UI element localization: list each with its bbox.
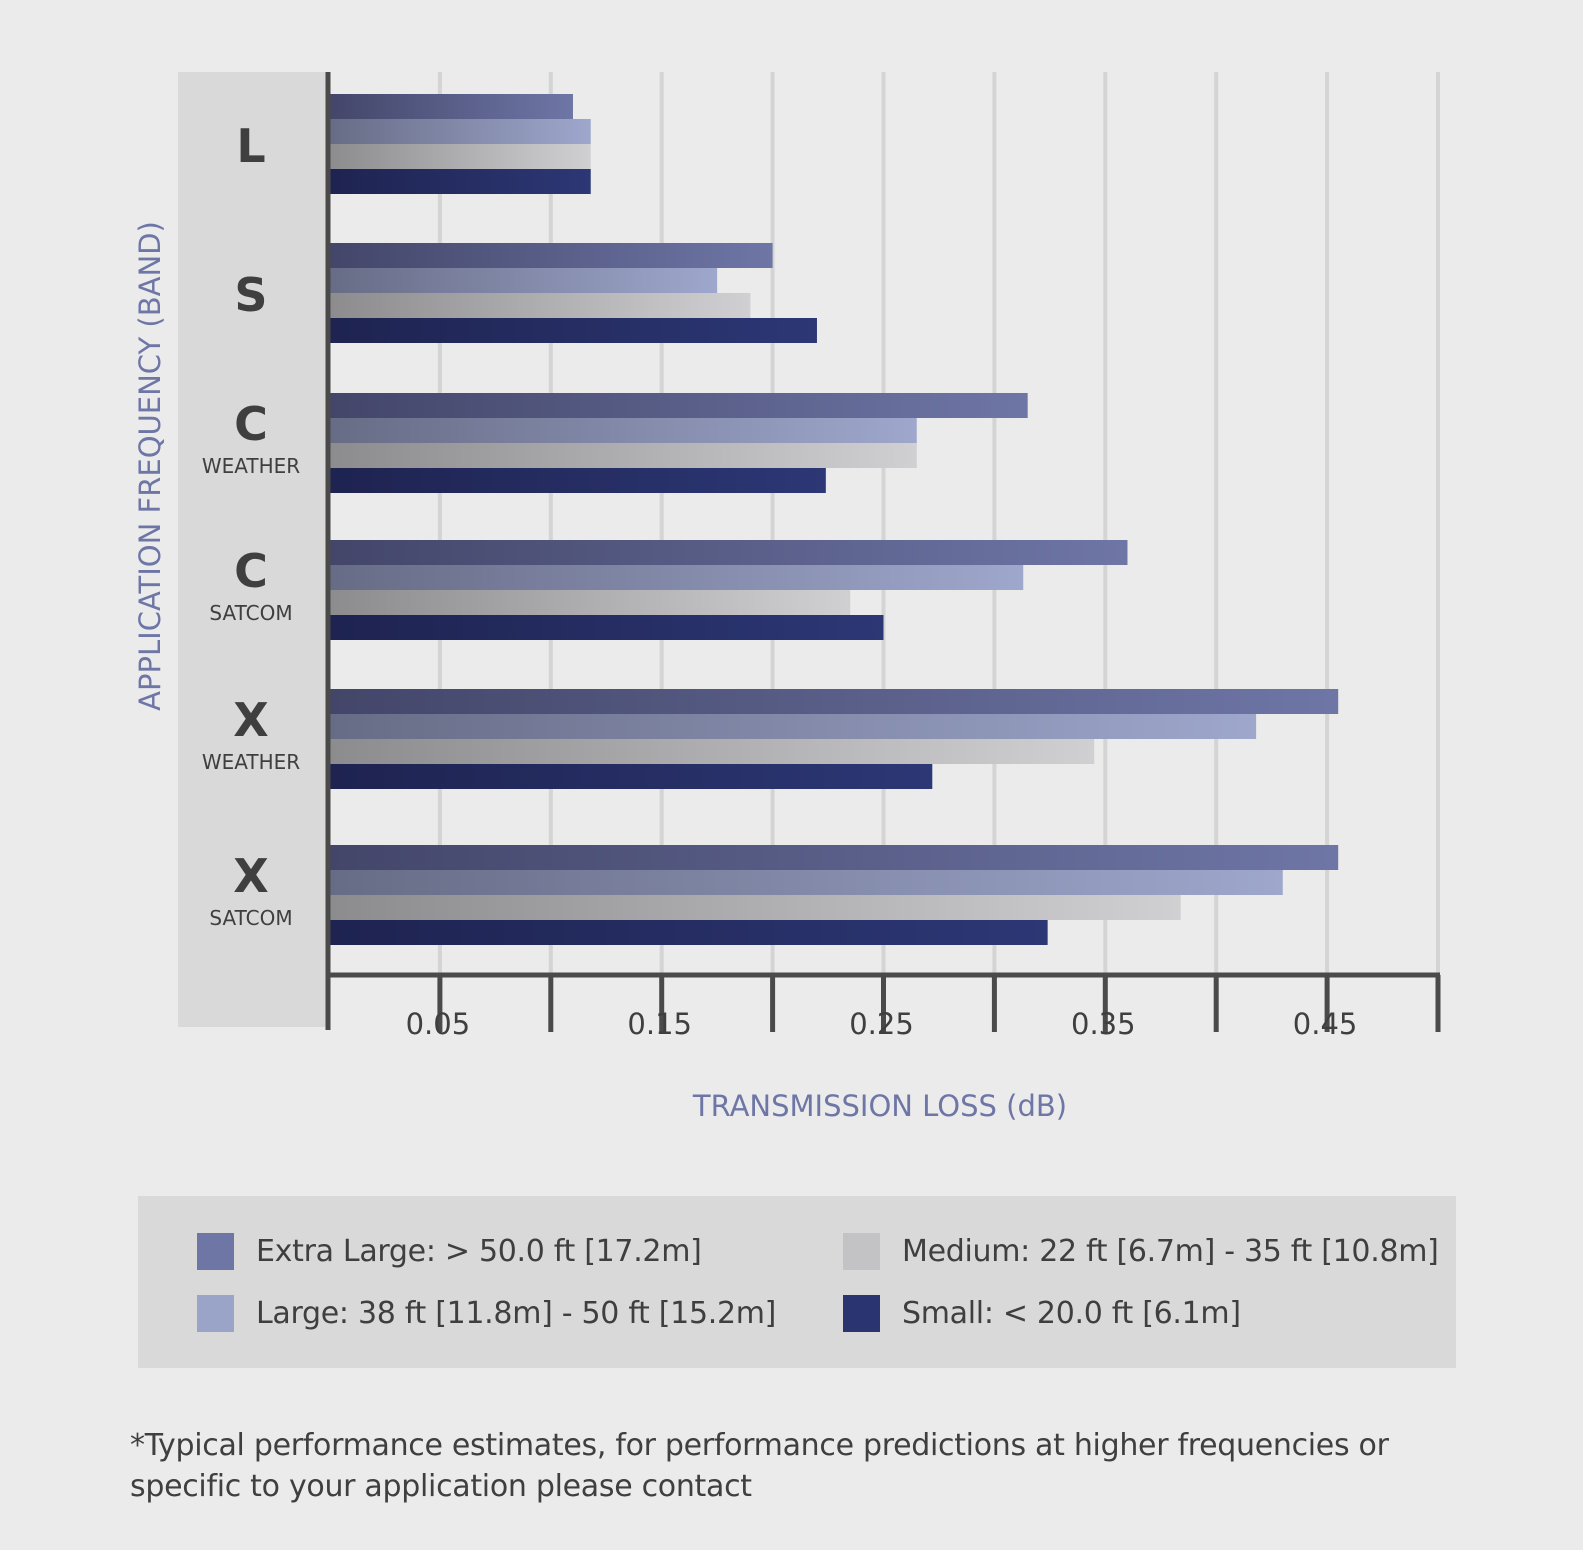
band-panel [178,72,328,1027]
legend-item-extra-large: Extra Large: > 50.0 ft [17.2m] [197,1233,702,1270]
x-tick-label-0: 0.05 [406,1007,471,1041]
gridlines [437,72,1440,975]
band-letter-1: S [234,268,267,322]
legend-item-small: Small: < 20.0 ft [6.1m] [843,1295,1241,1332]
bar-c-weather-series-0 [329,393,1028,418]
bar-l-series-3 [329,169,591,194]
legend-label-small: Small: < 20.0 ft [6.1m] [902,1296,1241,1331]
band-letter-4: X [233,693,268,747]
bar-l-series-2 [329,144,591,169]
band-labels: L S C WEATHER C SATCOM X WEATHER X SATCOM [202,119,300,930]
legend-swatch-medium [843,1233,880,1270]
bar-c-satcom-series-3 [329,615,884,640]
bar-s-series-0 [329,243,773,268]
bar-x-satcom-series-0 [329,845,1339,870]
legend-label-large: Large: 38 ft [11.8m] - 50 ft [15.2m] [256,1296,777,1331]
bar-c-satcom-series-1 [329,565,1024,590]
x-tick-label-2: 0.25 [849,1007,914,1041]
bar-s-series-3 [329,318,817,343]
bar-s-series-1 [329,268,718,293]
bar-x-weather-series-3 [329,764,933,789]
bar-x-weather-series-2 [329,739,1095,764]
footnote-line-2: specific to your application please cont… [130,1469,752,1504]
bar-x-satcom-series-2 [329,895,1181,920]
x-tick-label-3: 0.35 [1071,1007,1136,1041]
bar-chart: L S C WEATHER C SATCOM X WEATHER X SATCOM 0.05 0.1… [133,72,1441,1123]
x-axis-title: TRANSMISSION LOSS (dB) [692,1089,1067,1123]
bar-c-weather-series-3 [329,468,826,493]
bar-x-weather-series-1 [329,714,1257,739]
band-letter-3: C [234,544,268,598]
band-sub-4: WEATHER [202,750,300,774]
footnote-line-1: *Typical performance estimates, for perf… [130,1428,1389,1463]
y-axis-title: APPLICATION FREQUENCY (BAND) [133,221,167,711]
band-sub-2: WEATHER [202,454,300,478]
legend-label-medium: Medium: 22 ft [6.7m] - 35 ft [10.8m] [902,1234,1439,1269]
bar-x-weather-series-0 [329,689,1339,714]
bar-c-satcom-series-2 [329,590,851,615]
x-tick-label-4: 0.45 [1293,1007,1358,1041]
legend-swatch-extra-large [197,1233,234,1270]
band-sub-3: SATCOM [209,601,292,625]
bar-c-weather-series-1 [329,418,917,443]
band-letter-2: C [234,397,268,451]
legend-swatch-large [197,1295,234,1332]
band-sub-5: SATCOM [209,906,292,930]
legend-item-medium: Medium: 22 ft [6.7m] - 35 ft [10.8m] [843,1233,1439,1270]
legend-label-extra-large: Extra Large: > 50.0 ft [17.2m] [256,1234,702,1269]
x-tick-label-1: 0.15 [627,1007,692,1041]
bar-x-satcom-series-1 [329,870,1283,895]
bar-l-series-1 [329,119,591,144]
legend: Extra Large: > 50.0 ft [17.2m] Large: 38… [138,1196,1456,1368]
legend-item-large: Large: 38 ft [11.8m] - 50 ft [15.2m] [197,1295,776,1332]
band-letter-0: L [236,119,265,173]
x-tick-labels: 0.05 0.15 0.25 0.35 0.45 [406,1007,1358,1041]
bar-l-series-0 [329,94,573,119]
band-letter-5: X [233,849,268,903]
legend-swatch-small [843,1295,880,1332]
footnote: *Typical performance estimates, for perf… [130,1425,1430,1507]
bar-s-series-2 [329,293,751,318]
axes [325,72,1441,1032]
bar-c-weather-series-2 [329,443,917,468]
bars [329,94,1339,945]
bar-c-satcom-series-0 [329,540,1128,565]
bar-x-satcom-series-3 [329,920,1048,945]
